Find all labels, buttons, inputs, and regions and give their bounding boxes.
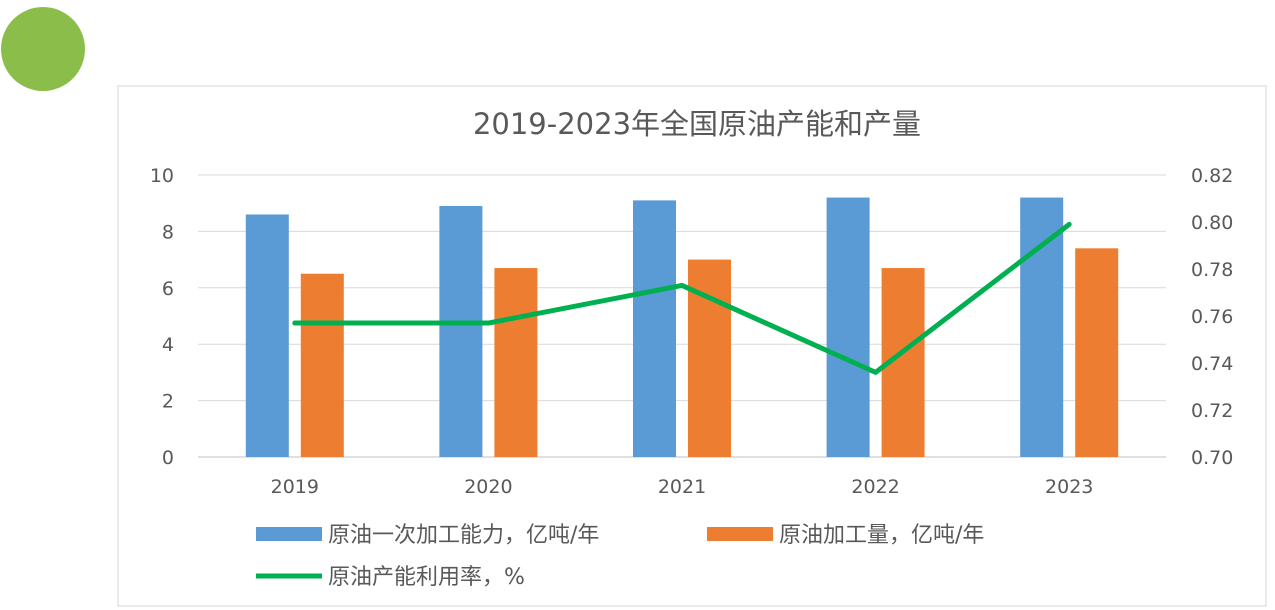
left-tick-label: 0 — [162, 447, 174, 469]
gridlines — [198, 174, 1166, 458]
left-axis-ticks: 0 2 4 6 8 10 — [150, 165, 174, 469]
right-tick-label: 0.76 — [1191, 306, 1233, 328]
utilization-line — [292, 221, 1072, 375]
legend-swatch-capacity — [256, 527, 322, 541]
left-tick-label: 4 — [162, 334, 174, 356]
right-axis-ticks: 0.70 0.72 0.74 0.76 0.78 0.80 0.82 — [1191, 165, 1233, 469]
bar-capacity-2023 — [1020, 197, 1064, 457]
bar-capacity-2022 — [826, 197, 870, 457]
legend-swatch-throughput — [707, 527, 773, 541]
x-tick-label: 2019 — [271, 476, 319, 498]
x-axis-ticks: 2019 2020 2021 2022 2023 — [271, 476, 1094, 498]
x-tick-label: 2022 — [851, 476, 899, 498]
bar-capacity-2020 — [439, 206, 483, 457]
green-circle-decoration — [1, 7, 85, 91]
left-tick-label: 8 — [162, 221, 174, 243]
bar-throughput-2023 — [1075, 248, 1119, 457]
right-tick-label: 0.80 — [1191, 212, 1233, 234]
bar-capacity-2021 — [633, 200, 676, 457]
right-tick-label: 0.78 — [1191, 259, 1233, 281]
x-tick-label: 2023 — [1045, 476, 1093, 498]
chart-title: 2019-2023年全国原油产能和产量 — [473, 107, 921, 141]
bar-throughput-2020 — [494, 268, 538, 457]
right-tick-label: 0.72 — [1191, 400, 1233, 422]
x-tick-label: 2021 — [658, 476, 706, 498]
left-tick-label: 6 — [162, 278, 174, 300]
bar-throughput-2019 — [300, 273, 344, 457]
left-tick-label: 10 — [150, 165, 174, 187]
right-tick-label: 0.74 — [1191, 353, 1233, 375]
right-tick-label: 0.82 — [1191, 165, 1233, 187]
x-tick-label: 2020 — [464, 476, 512, 498]
right-tick-label: 0.70 — [1191, 447, 1233, 469]
legend: 原油一次加工能力，亿吨/年 原油加工量，亿吨/年 原油产能利用率，% — [256, 523, 984, 590]
bars — [245, 197, 1119, 457]
bar-capacity-2019 — [245, 214, 289, 457]
legend-label-utilization: 原油产能利用率，% — [328, 565, 525, 590]
legend-label-throughput: 原油加工量，亿吨/年 — [779, 523, 984, 548]
left-tick-label: 2 — [162, 391, 174, 413]
legend-label-capacity: 原油一次加工能力，亿吨/年 — [328, 523, 599, 548]
